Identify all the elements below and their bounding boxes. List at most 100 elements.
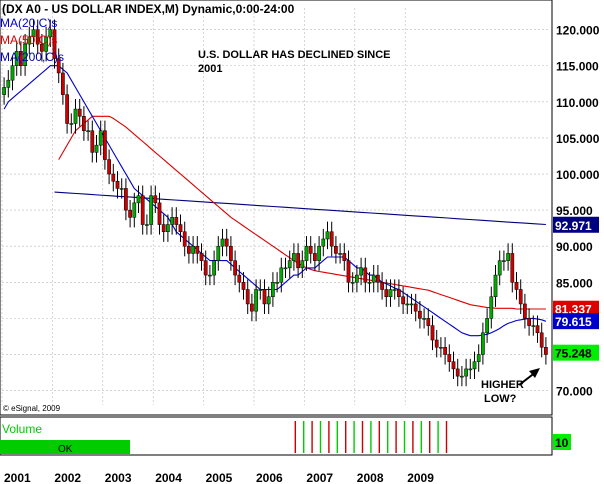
volume-label: Volume [2, 422, 42, 436]
candle-body [266, 296, 271, 305]
copyright: © eSignal, 2009 [3, 404, 61, 413]
candle-body [418, 310, 422, 319]
candle-body [6, 79, 11, 88]
candle-body [392, 289, 397, 291]
x-axis: 2001 2002 2003 2004 2005 2006 2007 2008 2009 [4, 471, 434, 484]
volume-value: 10 [555, 436, 569, 450]
annotation-line1: U.S. DOLLAR HAS DECLINED SINCE [198, 49, 391, 61]
grid-lines [1, 8, 550, 405]
candle-body [468, 368, 473, 371]
candle-body [376, 274, 380, 283]
candle-body [367, 282, 372, 284]
candle-body [464, 368, 468, 377]
candle-body [119, 188, 124, 190]
candle-body [434, 339, 439, 348]
last-value-tag [553, 300, 599, 317]
x-tick-label: 2003 [105, 471, 132, 484]
ok-bar [0, 440, 130, 454]
candle-body [241, 282, 246, 290]
candle-body [182, 231, 187, 247]
candle-body [157, 202, 162, 225]
candle-body [31, 29, 36, 38]
candle-body [287, 260, 292, 269]
candle-body [258, 289, 263, 291]
candle-body [514, 282, 519, 290]
candle-body [447, 354, 452, 362]
candle-body [363, 267, 368, 283]
candle-body [380, 282, 384, 290]
candle-body [48, 29, 53, 38]
candle-body [94, 144, 99, 153]
candle-body [174, 217, 179, 225]
candle-body [279, 267, 284, 283]
ok-label: OK [58, 444, 73, 455]
candle-body [296, 253, 300, 269]
candle-body [455, 368, 460, 377]
x-tick-label: 2005 [206, 471, 233, 484]
candle-body [14, 51, 19, 66]
y-tick-label: 85.000 [556, 276, 593, 290]
candle-body [443, 347, 447, 355]
candle-body [321, 238, 326, 247]
candle-body [10, 65, 15, 81]
candle-body [170, 217, 174, 225]
candle-body [451, 361, 456, 370]
candle-body [292, 253, 296, 261]
candle-body [472, 361, 477, 370]
ma50-label: MA(50,C)s [0, 33, 57, 47]
candle-body [493, 274, 498, 297]
candle-body [531, 325, 536, 327]
candle-body [355, 274, 359, 283]
candle-body [334, 245, 338, 254]
candle-body [77, 108, 82, 117]
candle-body [317, 245, 321, 261]
candle-body [359, 267, 363, 276]
candle-body [254, 289, 258, 312]
y-tick-label: 70.000 [556, 385, 593, 399]
candle-body [325, 231, 330, 240]
candle-body [371, 274, 376, 283]
candle-body [535, 325, 540, 334]
candle-body [245, 289, 250, 305]
candle-body [275, 282, 279, 284]
candle-body [544, 347, 548, 355]
candle-body [115, 180, 120, 189]
last-value-tag [553, 344, 599, 361]
candle-body [195, 245, 200, 254]
candle-body [271, 282, 275, 297]
last-value-label: 92.971 [555, 219, 592, 233]
candle-body [485, 318, 489, 334]
candle-body [346, 260, 351, 283]
candle-body [388, 289, 393, 297]
candle-body [128, 209, 132, 218]
y-tick-label: 90.000 [556, 240, 593, 254]
candle-body [304, 245, 309, 261]
candle-body [111, 173, 116, 182]
candle-body [329, 231, 334, 247]
candle-body [523, 303, 527, 319]
candle-body [220, 238, 225, 247]
candle-body [187, 245, 191, 254]
candle-body [35, 29, 40, 45]
arrow-icon [518, 368, 540, 386]
candle-body [262, 289, 267, 305]
candle-body [476, 354, 481, 362]
candle-body [539, 332, 544, 348]
candle-body [149, 195, 153, 225]
y-tick-label: 115.000 [556, 60, 599, 74]
candle-body [405, 303, 410, 306]
candle-body [132, 202, 137, 218]
candle-body [510, 253, 515, 283]
candle-body [61, 72, 65, 95]
volume-bars [294, 421, 448, 453]
candle-body [40, 43, 44, 52]
candle-body [384, 289, 389, 297]
candle-body [166, 224, 170, 233]
candles [2, 19, 548, 387]
ma200-line [54, 191, 546, 226]
candle-body [145, 224, 149, 226]
candle-body [2, 87, 6, 95]
candle-body [481, 332, 485, 355]
candle-body [338, 253, 342, 255]
